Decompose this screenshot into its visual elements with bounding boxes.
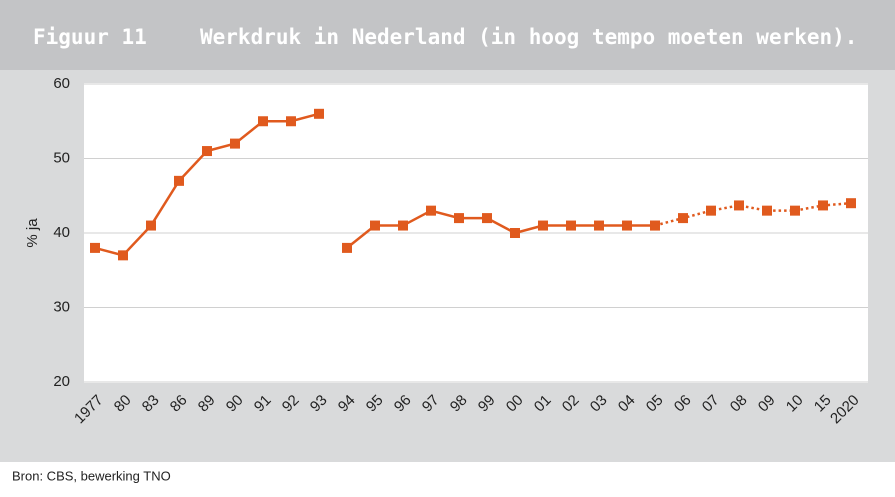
marker: [846, 198, 856, 209]
y-tick-label: 60: [53, 75, 70, 92]
marker: [174, 175, 184, 186]
marker: [314, 108, 324, 119]
marker: [734, 200, 744, 211]
marker: [230, 138, 240, 149]
y-tick-label: 20: [53, 373, 70, 390]
marker: [594, 220, 604, 231]
marker: [258, 116, 268, 127]
marker: [398, 220, 408, 231]
marker: [454, 213, 464, 224]
marker: [426, 205, 436, 216]
source: Bron: CBS, bewerking TNO: [12, 468, 171, 483]
y-tick-label: 30: [53, 298, 70, 315]
marker: [678, 213, 688, 224]
marker: [510, 228, 520, 238]
marker: [370, 220, 380, 231]
marker: [286, 116, 296, 127]
marker: [762, 205, 772, 216]
marker: [818, 200, 828, 211]
chart-title: Figuur 11: [33, 25, 147, 49]
marker: [342, 242, 352, 253]
y-tick-label: 40: [53, 224, 70, 241]
marker: [482, 213, 492, 224]
y-tick-label: 50: [53, 149, 70, 166]
marker: [622, 220, 632, 231]
marker: [202, 146, 212, 157]
marker: [90, 242, 100, 253]
marker: [146, 220, 156, 231]
marker: [650, 220, 660, 231]
y-axis-label: % ja: [24, 218, 41, 248]
marker: [118, 250, 128, 261]
marker: [538, 220, 548, 231]
title-bar: [0, 0, 895, 70]
marker: [706, 205, 716, 216]
marker: [790, 205, 800, 216]
chart-subtitle: Werkdruk in Nederland (in hoog tempo moe…: [200, 25, 857, 49]
marker: [566, 220, 576, 231]
